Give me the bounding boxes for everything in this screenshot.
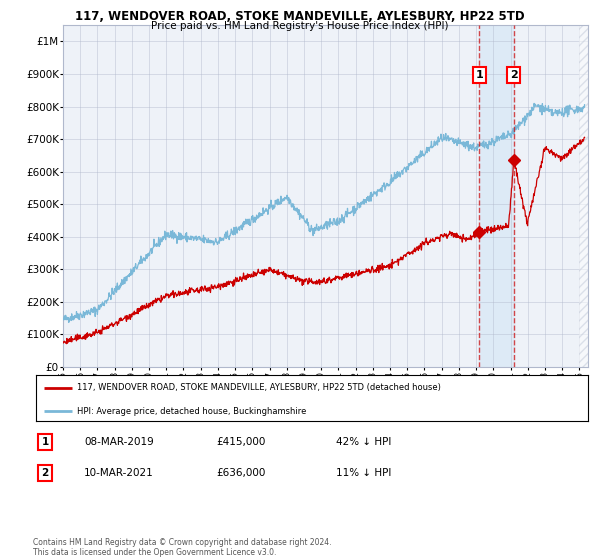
- Bar: [479, 25, 514, 367]
- Text: 42% ↓ HPI: 42% ↓ HPI: [336, 437, 391, 447]
- Text: Price paid vs. HM Land Registry's House Price Index (HPI): Price paid vs. HM Land Registry's House …: [151, 21, 449, 31]
- Text: Contains HM Land Registry data © Crown copyright and database right 2024.
This d: Contains HM Land Registry data © Crown c…: [33, 538, 331, 557]
- Text: £636,000: £636,000: [216, 468, 265, 478]
- Text: 1: 1: [41, 437, 49, 447]
- Text: 117, WENDOVER ROAD, STOKE MANDEVILLE, AYLESBURY, HP22 5TD (detached house): 117, WENDOVER ROAD, STOKE MANDEVILLE, AY…: [77, 383, 441, 392]
- Text: £415,000: £415,000: [216, 437, 265, 447]
- Text: HPI: Average price, detached house, Buckinghamshire: HPI: Average price, detached house, Buck…: [77, 407, 307, 416]
- Text: 2: 2: [510, 70, 518, 80]
- Bar: [580, 25, 588, 367]
- Text: 11% ↓ HPI: 11% ↓ HPI: [336, 468, 391, 478]
- Text: 2: 2: [41, 468, 49, 478]
- Text: 117, WENDOVER ROAD, STOKE MANDEVILLE, AYLESBURY, HP22 5TD: 117, WENDOVER ROAD, STOKE MANDEVILLE, AY…: [75, 10, 525, 22]
- Text: 1: 1: [475, 70, 483, 80]
- Text: 10-MAR-2021: 10-MAR-2021: [84, 468, 154, 478]
- Text: 08-MAR-2019: 08-MAR-2019: [84, 437, 154, 447]
